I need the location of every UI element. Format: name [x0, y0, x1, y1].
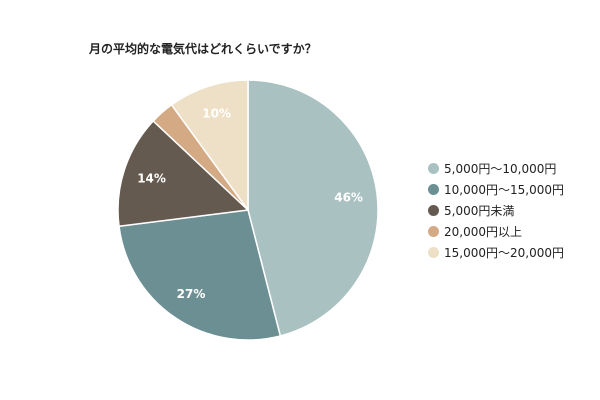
legend-label-1: 10,000円～15,000円 — [444, 183, 564, 197]
legend-swatch-0 — [428, 163, 439, 174]
legend-swatch-2 — [428, 205, 439, 216]
legend-label-0: 5,000円～10,000円 — [444, 162, 557, 176]
slice-value-label-4: 10% — [202, 107, 231, 121]
legend-label-3: 20,000円以上 — [444, 225, 522, 239]
slice-value-label-1: 27% — [177, 287, 206, 301]
legend: 5,000円～10,000円 10,000円～15,000円 5,000円未満 20,… — [428, 158, 564, 263]
legend-swatch-4 — [428, 247, 439, 258]
legend-item-0: 5,000円～10,000円 — [428, 158, 564, 179]
legend-label-4: 15,000円～20,000円 — [444, 246, 564, 260]
legend-item-3: 20,000円以上 — [428, 221, 564, 242]
legend-item-4: 15,000円～20,000円 — [428, 242, 564, 263]
pie-slice-1 — [118, 209, 282, 341]
pie-slice-0 — [247, 79, 379, 337]
pie-slice-4 — [170, 79, 249, 213]
chart-title: 月の平均的な電気代はどれくらいですか？ — [89, 42, 317, 56]
legend-item-2: 5,000円未満 — [428, 200, 564, 221]
pie-slice-2 — [117, 119, 250, 228]
legend-label-2: 5,000円未満 — [444, 204, 515, 218]
legend-item-1: 10,000円～15,000円 — [428, 179, 564, 200]
slice-value-label-2: 14% — [137, 172, 166, 186]
legend-swatch-1 — [428, 184, 439, 195]
slice-value-label-0: 46% — [334, 190, 363, 204]
legend-swatch-3 — [428, 226, 439, 237]
